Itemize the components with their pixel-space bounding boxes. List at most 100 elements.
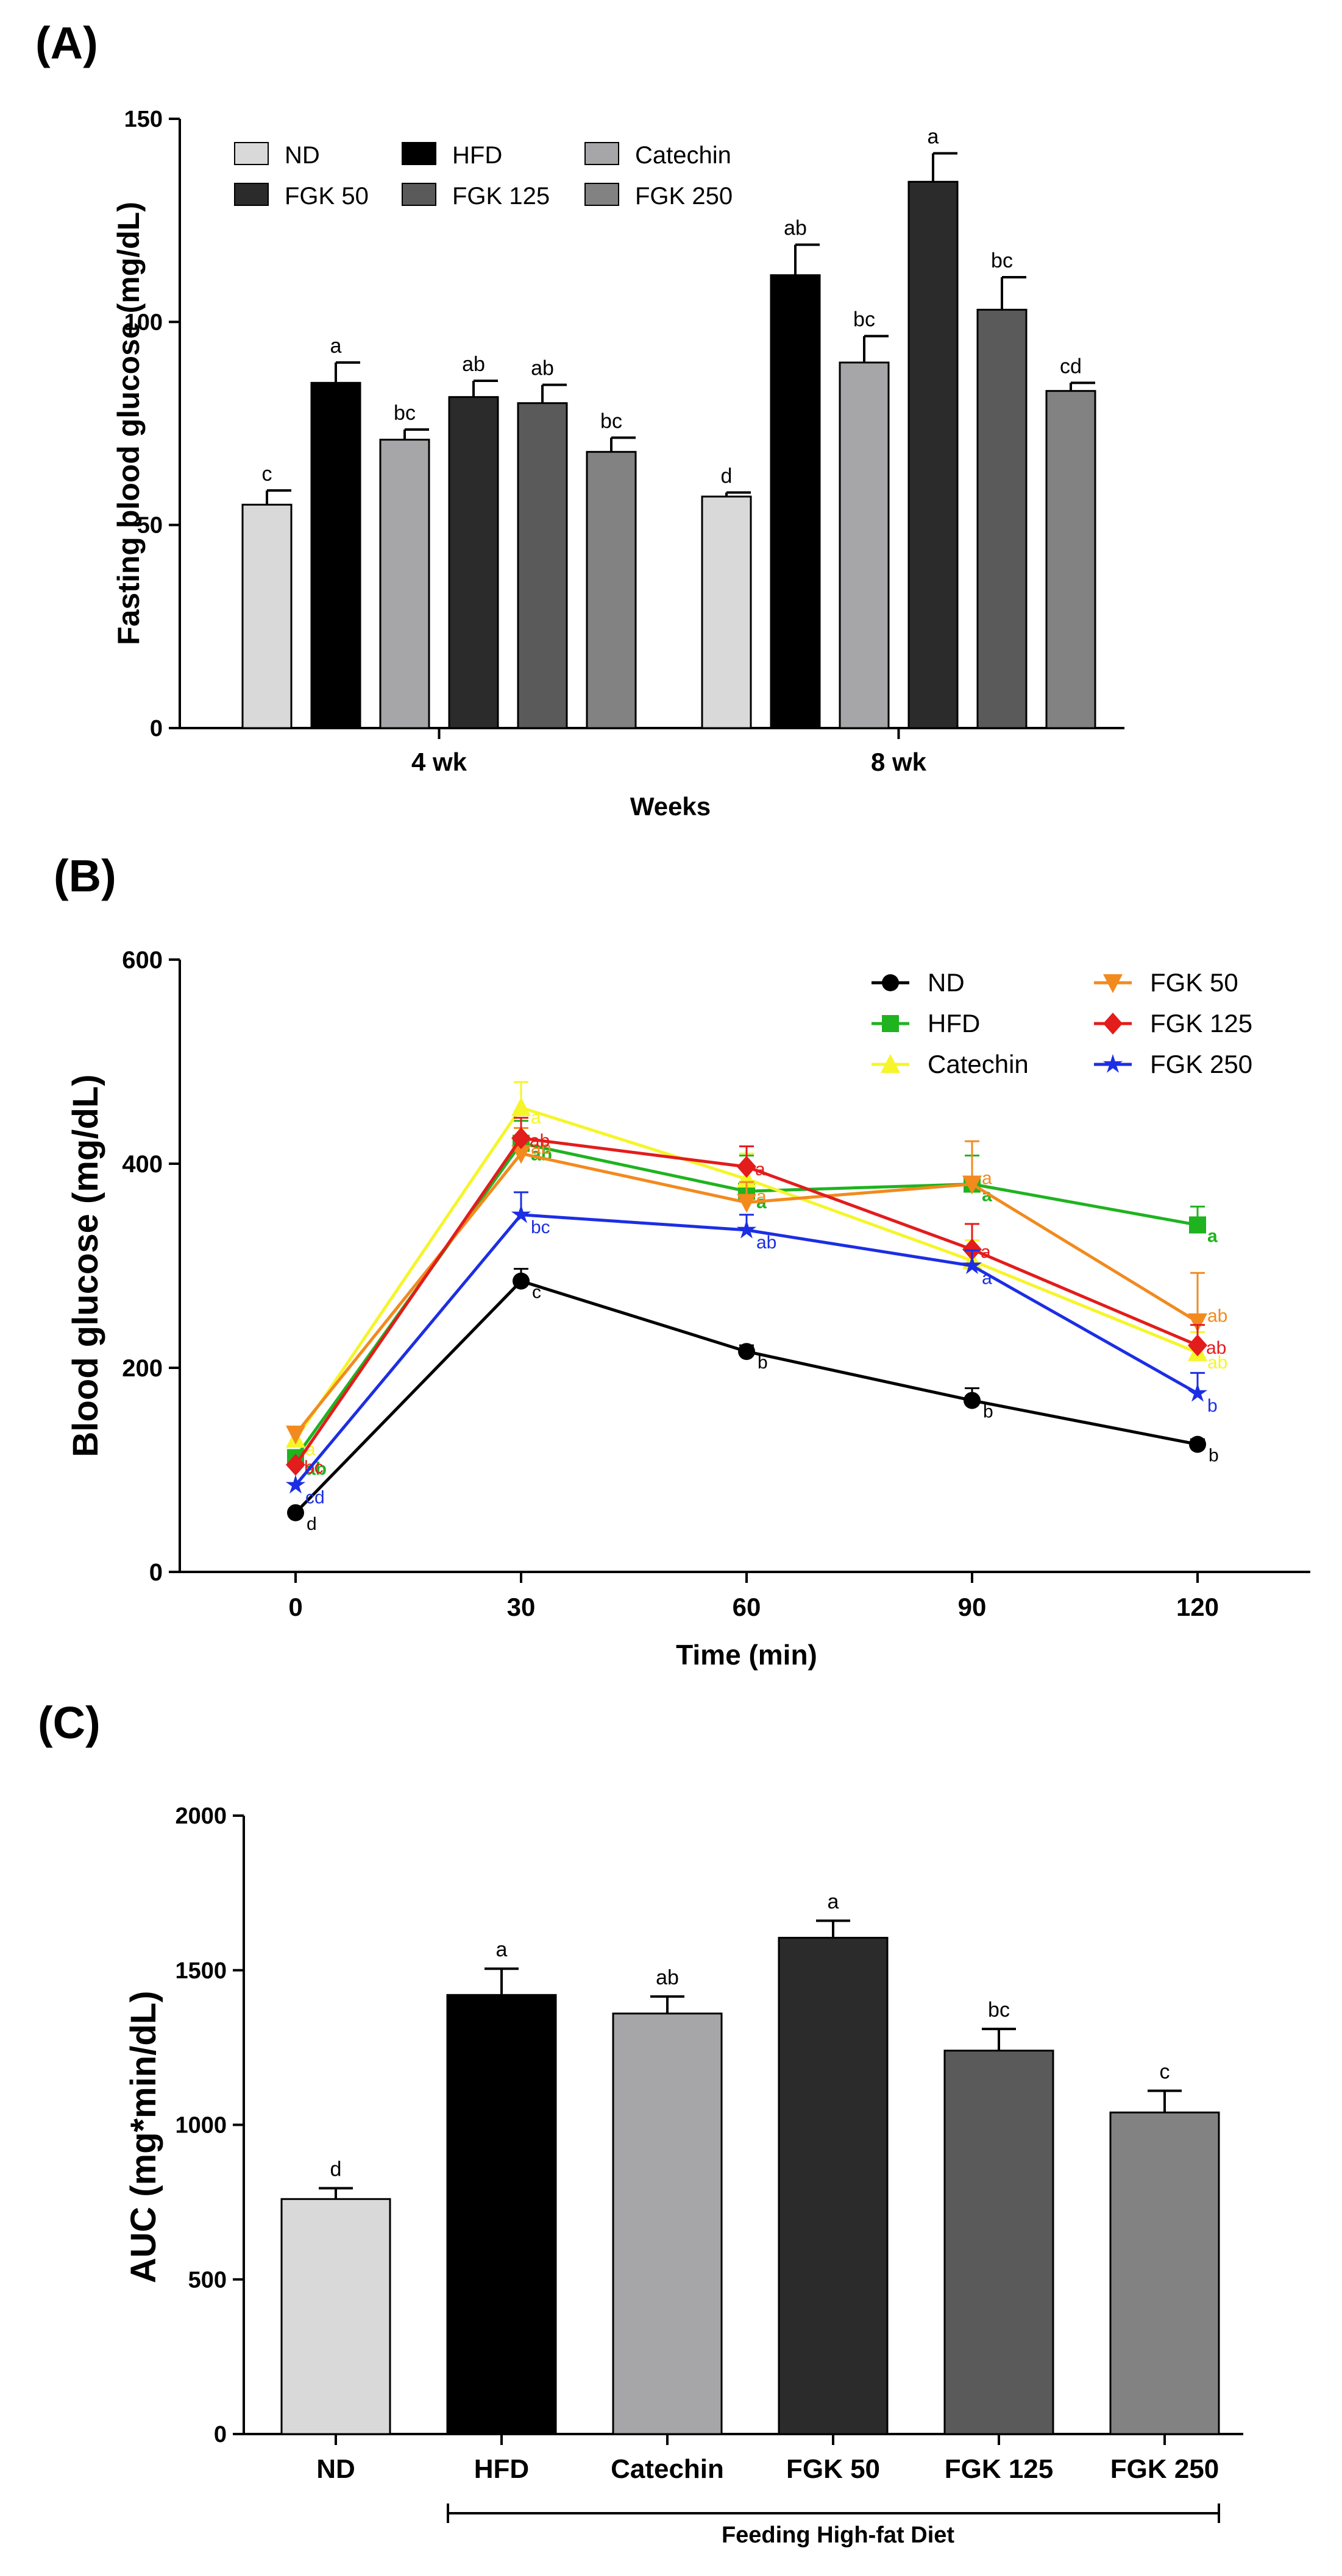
x-tick-label: HFD xyxy=(474,2454,529,2484)
sig-label: bc xyxy=(988,1998,1010,2022)
y-tick-label: 600 xyxy=(122,947,163,974)
bar-fgk-50 xyxy=(778,1936,889,2435)
x-tick-label: ND xyxy=(316,2454,355,2484)
y-axis-label: Blood glucose (mg/dL) xyxy=(66,1074,105,1457)
point-fgk-250-90 xyxy=(962,1255,982,1275)
point-catechin-30 xyxy=(511,1097,531,1116)
sig-label: a xyxy=(756,1187,767,1207)
x-tick-label: 90 xyxy=(958,1593,987,1621)
sig-label: bc xyxy=(394,402,416,425)
sig-label: b xyxy=(1209,1446,1219,1466)
point-fgk-250-0 xyxy=(285,1474,306,1494)
x-tick-label: Catechin xyxy=(611,2454,724,2484)
x-tick-label: 0 xyxy=(288,1593,302,1621)
legend-label-fgk-250: FGK 250 xyxy=(635,183,733,210)
sig-label: ab xyxy=(530,1131,550,1151)
bar-hfd-4-wk xyxy=(310,381,361,729)
x-tick-label: 8 wk xyxy=(871,748,927,776)
bar-fgk-125-4-wk xyxy=(517,402,568,729)
legend-label-fgk-50: FGK 50 xyxy=(285,183,369,210)
point-fgk-125-60 xyxy=(737,1156,756,1178)
y-axis-label: Fasting blood glucose (mg/dL) xyxy=(112,202,146,645)
sig-label: a xyxy=(1207,1226,1218,1247)
sig-label: bc xyxy=(991,249,1013,272)
x-tick-label: FGK 250 xyxy=(1110,2454,1220,2484)
x-tick-label: 60 xyxy=(733,1593,761,1621)
sig-label: bc xyxy=(531,1217,550,1237)
point-nd-0 xyxy=(287,1504,304,1521)
legend-marker-hfd xyxy=(882,1015,899,1032)
sig-label: b xyxy=(1207,1396,1218,1416)
legend-label-fgk-50: FGK 50 xyxy=(1150,968,1238,997)
sig-label: a xyxy=(981,1242,991,1262)
bar-hfd-8-wk xyxy=(770,274,821,729)
legend-label-nd: ND xyxy=(928,968,965,997)
sig-label: c xyxy=(532,1283,541,1303)
y-tick-label: 1000 xyxy=(175,2113,227,2139)
bar-catechin xyxy=(612,2012,723,2435)
sig-label: ab xyxy=(756,1233,776,1253)
bar-fgk-50-4-wk xyxy=(448,396,499,729)
y-tick-label: 1500 xyxy=(175,1958,227,1984)
point-fgk-125-30 xyxy=(511,1127,531,1150)
legend-marker-fgk-250 xyxy=(1102,1054,1123,1073)
point-fgk-125-90 xyxy=(962,1238,982,1261)
bar-fgk-250 xyxy=(1109,2111,1220,2435)
y-tick-label: 0 xyxy=(214,2422,227,2447)
sig-label: a xyxy=(755,1159,765,1180)
sig-label: ab xyxy=(1206,1338,1226,1358)
legend-swatch-fgk-125 xyxy=(402,183,436,206)
point-hfd-120 xyxy=(1189,1216,1206,1234)
legend-swatch-nd xyxy=(234,142,269,165)
y-tick-label: 150 xyxy=(124,107,163,132)
y-tick-label: 50 xyxy=(137,513,163,539)
sig-label: c xyxy=(1160,2061,1170,2084)
point-fgk-125-0 xyxy=(286,1454,305,1476)
bar-fgk-125 xyxy=(943,2050,1054,2435)
legend-marker-nd xyxy=(882,974,899,991)
sig-label: a xyxy=(828,1891,839,1914)
sig-label: b xyxy=(758,1353,768,1373)
point-fgk-50-120 xyxy=(1188,1313,1207,1332)
sig-label: ab xyxy=(1207,1306,1227,1326)
sig-label: ab xyxy=(531,1145,552,1165)
bar-fgk-125-8-wk xyxy=(976,308,1028,729)
legend-label-fgk-125: FGK 125 xyxy=(452,183,550,210)
chart-b: 0 200 400 600 0 30 60 90 120 Blood glucose (mg/dL… xyxy=(66,947,1310,1671)
bar-catechin-8-wk xyxy=(839,361,890,729)
bar-fgk-250-4-wk xyxy=(586,451,637,729)
x-tick-label: 30 xyxy=(507,1593,536,1621)
panel-b-label: (B) xyxy=(54,851,116,901)
y-tick-label: 200 xyxy=(122,1355,163,1382)
sig-label: d xyxy=(721,464,733,487)
point-nd-120 xyxy=(1189,1435,1206,1453)
point-fgk-125-120 xyxy=(1188,1334,1207,1357)
sig-label: cd xyxy=(1060,355,1082,378)
legend-label-catechin: Catechin xyxy=(635,142,731,169)
legend-label-fgk-250: FGK 250 xyxy=(1150,1050,1252,1078)
sig-label: a xyxy=(982,1169,992,1189)
sig-label: b xyxy=(983,1402,993,1422)
bar-nd xyxy=(280,2198,391,2435)
y-tick-label: 500 xyxy=(188,2267,227,2293)
legend-swatch-catechin xyxy=(584,142,619,165)
x-tick-label: 120 xyxy=(1176,1593,1219,1621)
x-tick-label: 4 wk xyxy=(411,748,467,776)
legend-swatch-fgk-50 xyxy=(234,183,269,206)
sig-label: bc xyxy=(304,1457,324,1477)
legend-swatch-hfd xyxy=(402,142,436,165)
sig-label: ab xyxy=(656,1966,679,1989)
bar-fgk-50-8-wk xyxy=(907,180,959,729)
point-nd-90 xyxy=(964,1392,981,1409)
legend-label-hfd: HFD xyxy=(452,142,502,169)
sig-label: d xyxy=(330,2158,342,2181)
sig-label: c xyxy=(262,462,272,486)
point-nd-60 xyxy=(738,1343,755,1361)
legend-marker-catechin xyxy=(881,1054,900,1073)
point-fgk-50-0 xyxy=(286,1425,305,1445)
legend-marker-fgk-50 xyxy=(1103,974,1123,993)
bar-fgk-250-8-wk xyxy=(1045,390,1096,729)
chart-a: 0 50 100 150 Fasting blood glucose (mg/dL) 4 … xyxy=(112,107,1124,821)
legend-swatch-fgk-250 xyxy=(584,183,619,206)
sig-label: bc xyxy=(853,308,875,331)
